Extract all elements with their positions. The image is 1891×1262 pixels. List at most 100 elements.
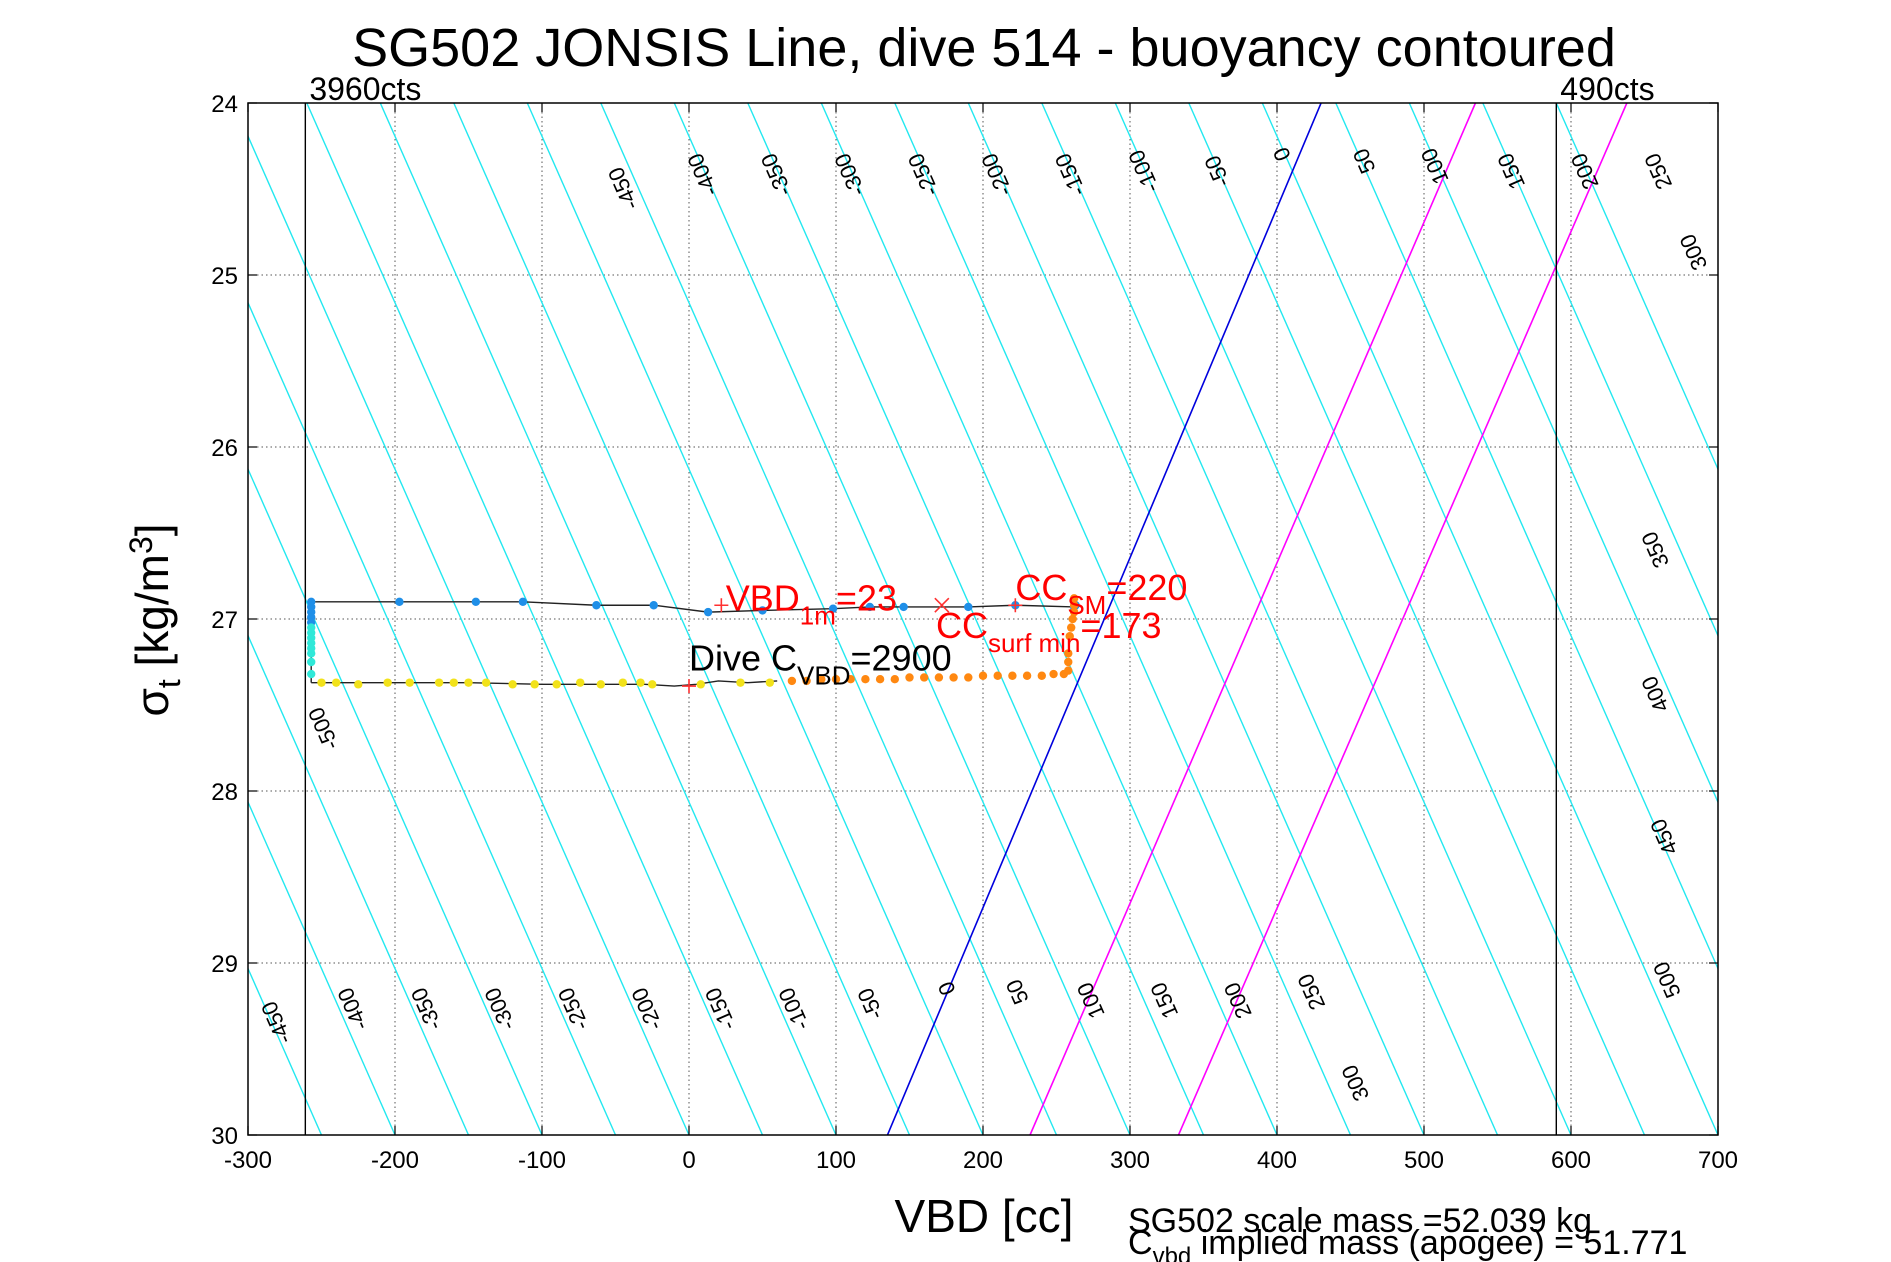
annotation: CCsurf min=173 — [936, 605, 1162, 658]
y-tick-label: 24 — [211, 91, 238, 118]
data-point — [899, 602, 908, 612]
x-tick-label: 400 — [1257, 1147, 1297, 1174]
y-tick-label: 29 — [211, 951, 238, 978]
buoyancy-contour — [248, 800, 396, 1135]
implied-mass-note: Cvbd implied mass (apogee) = 51.771 — [1128, 1224, 1687, 1262]
annotation-main: CC — [1015, 567, 1067, 608]
data-point — [1068, 614, 1077, 624]
data-point — [618, 678, 628, 687]
data-point — [964, 602, 973, 612]
vbd-limit-label: 3960cts — [309, 71, 421, 107]
data-point — [949, 673, 958, 682]
plus-marker — [1008, 598, 1023, 613]
buoyancy-contour — [248, 633, 470, 1135]
plus-marker — [714, 598, 729, 613]
x-tick-label: -200 — [371, 1147, 419, 1174]
data-point — [317, 678, 326, 687]
buoyancy-contour — [600, 103, 1058, 1135]
data-point — [828, 604, 838, 613]
buoyancy-contour — [453, 103, 911, 1135]
data-point — [765, 678, 775, 687]
data-point — [1067, 623, 1076, 632]
x-axis-label: VBD [cc] — [895, 1190, 1074, 1242]
data-point — [649, 601, 658, 610]
data-point — [518, 597, 528, 606]
contour-layer — [248, 103, 1718, 1135]
data-point — [787, 676, 797, 686]
data-point — [875, 675, 885, 684]
data-point — [307, 669, 316, 679]
grid-layer — [248, 103, 1718, 1135]
highlight-contour — [1029, 103, 1477, 1135]
x-tick-label: 200 — [963, 1147, 1003, 1174]
annotation-main: CC — [936, 605, 988, 646]
ascent-trace — [311, 680, 778, 687]
data-point — [1069, 607, 1079, 617]
implied-mass-note-c: C — [1128, 1224, 1153, 1262]
data-point — [383, 678, 392, 687]
y-tick-label: 30 — [211, 1123, 238, 1150]
buoyancy-contour — [526, 103, 984, 1135]
y-tick-label: 28 — [211, 779, 238, 806]
highlight-contour — [1177, 103, 1628, 1135]
y-axis-label-close: ] — [126, 523, 178, 536]
data-point — [865, 602, 875, 612]
data-point — [307, 649, 316, 658]
annotation: Dive CVBD=2900 — [689, 638, 952, 691]
data-point — [530, 680, 539, 689]
data-point — [307, 657, 316, 667]
data-point — [758, 606, 767, 615]
data-point — [978, 671, 988, 680]
buoyancy-contour — [967, 103, 1425, 1135]
point-layer — [307, 594, 1080, 689]
data-point — [1069, 601, 1079, 610]
buoyancy-contour — [894, 103, 1352, 1135]
data-point — [1008, 671, 1017, 680]
data-point — [648, 680, 657, 689]
annotation-subscript: SM — [1067, 590, 1106, 620]
data-point — [1069, 594, 1079, 603]
data-point — [464, 678, 473, 687]
data-point — [434, 678, 444, 687]
data-point — [332, 678, 341, 687]
y-axis-label-units: [kg/m — [126, 554, 178, 679]
annotation-value: =173 — [1080, 605, 1161, 646]
annotation-subscript: surf min — [988, 628, 1080, 658]
x-tick-label: 700 — [1698, 1147, 1738, 1174]
x-tick-label: 300 — [1110, 1147, 1150, 1174]
annotation-subscript: 1m — [800, 600, 836, 630]
data-point — [1064, 649, 1073, 658]
implied-mass-note-tail: implied mass (apogee) = 51.771 — [1191, 1224, 1687, 1262]
x-tick-label: 100 — [816, 1147, 856, 1174]
marker-layer — [682, 597, 1023, 694]
data-point — [354, 680, 363, 689]
vbd-limit-label: 490cts — [1560, 71, 1654, 107]
data-point — [405, 678, 414, 687]
scale-mass-note: SG502 scale mass =52.039 kg — [1128, 1202, 1592, 1240]
plus-marker — [682, 679, 696, 694]
implied-mass-note-subscript: vbd — [1153, 1243, 1192, 1262]
data-point — [802, 676, 811, 686]
buoyancy-contour — [248, 301, 617, 1135]
data-point — [1065, 632, 1074, 641]
data-point — [703, 607, 713, 617]
data-point — [592, 601, 601, 610]
y-tick-label: 25 — [211, 263, 238, 290]
annotation-main: VBD — [726, 577, 800, 618]
annotation-main: Dive C — [689, 638, 797, 679]
buoyancy-contour — [747, 103, 1205, 1135]
data-point — [1037, 671, 1047, 680]
annotation-value: =2900 — [851, 638, 952, 679]
y-axis-label: σt [kg/m3] — [123, 523, 187, 716]
buoyancy-contour — [1188, 103, 1646, 1135]
data-point — [817, 675, 826, 684]
data-point — [736, 678, 745, 687]
data-point — [481, 678, 491, 687]
data-point — [1064, 657, 1073, 667]
data-point — [1049, 669, 1058, 679]
data-point — [576, 678, 585, 687]
data-point — [993, 671, 1002, 680]
data-point — [861, 675, 870, 684]
